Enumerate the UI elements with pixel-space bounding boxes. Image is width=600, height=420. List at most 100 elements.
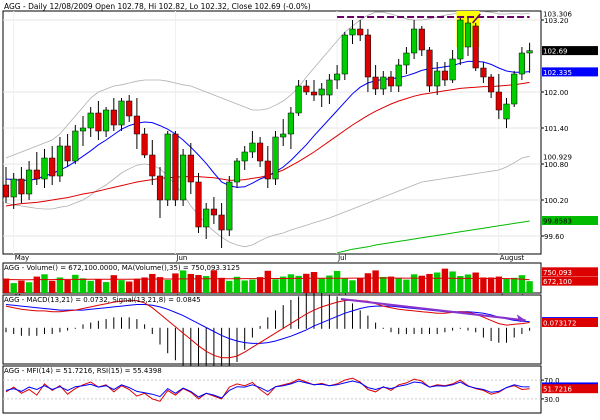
- macd-trend-arrow: [340, 297, 526, 323]
- lower-band-series: [5, 155, 530, 248]
- price-flag-label-bg: [542, 151, 598, 161]
- volume-bar: [187, 273, 194, 293]
- volume-bar: [72, 274, 79, 293]
- volume-bar: [233, 276, 241, 293]
- candle-body: [195, 181, 202, 228]
- candle-body: [364, 34, 371, 78]
- candle-body: [110, 109, 117, 126]
- volume-bar: [49, 280, 56, 293]
- candle-body: [488, 76, 495, 93]
- candle-body: [2, 184, 10, 198]
- candle-body: [372, 76, 379, 90]
- volume-bar: [226, 280, 233, 293]
- volume-bar: [464, 274, 472, 293]
- candle-body: [87, 112, 94, 129]
- volume-panel-title: AGG - Volume() = 672,100.0000, MA(Volume…: [4, 264, 240, 272]
- candle-body: [418, 28, 425, 51]
- trend-arrow-head: [516, 314, 526, 323]
- candle-body: [241, 151, 248, 162]
- volume-bar: [511, 277, 518, 293]
- volume-flag-label: 672,100: [543, 278, 572, 286]
- volume-bar: [357, 278, 364, 293]
- resistance-line: [337, 13, 530, 24]
- candle-body: [164, 133, 171, 201]
- volume-bar: [434, 272, 441, 293]
- volume-bar: [495, 276, 502, 293]
- candle-body: [218, 214, 225, 231]
- candle-body: [118, 100, 125, 126]
- upper-band-series: [5, 11, 530, 159]
- volume-bar: [210, 270, 218, 293]
- candle-body: [26, 169, 33, 195]
- volume-bar: [387, 276, 395, 293]
- candlesticks: [2, 17, 533, 248]
- candle-body: [434, 70, 441, 87]
- candle-body: [472, 25, 479, 69]
- candle-body: [357, 28, 364, 36]
- candle-body: [56, 145, 63, 177]
- volume-bar: [218, 277, 225, 293]
- price-tick-label: 101.40: [544, 125, 569, 133]
- candle-body: [503, 103, 510, 120]
- macd-flag-label-bg: [542, 318, 598, 328]
- volume-bar: [295, 275, 302, 293]
- volume-bar: [280, 276, 287, 293]
- volume-bar: [272, 279, 279, 293]
- candle-body: [172, 133, 179, 201]
- candle-body: [141, 133, 148, 156]
- volume-bar: [503, 279, 510, 293]
- trend-arrow-shaft: [340, 297, 526, 322]
- candle-body: [403, 52, 410, 66]
- candle-body: [303, 85, 310, 93]
- volume-bar: [518, 275, 526, 293]
- candle-body: [349, 28, 356, 36]
- candle-body: [426, 49, 433, 87]
- price-flag-label: 99.8583: [543, 218, 572, 226]
- price-axis-labels: 103.20 102.00 101.40 100.80 100.20 99.60 103.3…: [541, 9, 598, 241]
- candle-body: [457, 19, 464, 60]
- candle-body: [526, 50, 533, 54]
- candle-body: [464, 22, 472, 48]
- candle-body: [272, 136, 279, 180]
- mfi-series: [5, 377, 530, 402]
- volume-bar: [341, 278, 348, 293]
- volume-bar: [418, 275, 425, 293]
- volume-bar: [310, 272, 318, 293]
- macd-series: [5, 299, 530, 359]
- candle-body: [41, 157, 48, 180]
- candle-body: [518, 52, 525, 75]
- oscillator-tick-label: 30.0: [544, 396, 560, 404]
- price-panel: May Jun Jul August 103.20 102.00 101.40 100.80…: [2, 2, 598, 262]
- volume-bar: [318, 278, 325, 293]
- volume-bar: [364, 273, 372, 293]
- volume-bar: [349, 280, 356, 293]
- volume-bar: [141, 277, 148, 293]
- candle-body: [249, 142, 256, 153]
- month-label: Jul: [337, 254, 347, 262]
- volume-bar: [287, 274, 295, 293]
- price-tick-label: 100.20: [544, 197, 569, 205]
- volume-bar: [249, 279, 256, 293]
- candle-body: [318, 88, 325, 96]
- volume-moving-average-line: [6, 277, 530, 281]
- mfi-rsi-panel-title: AGG - MFI(14) = 51.7216, RSI(15) = 55.43…: [4, 367, 162, 375]
- volume-bar: [203, 276, 210, 293]
- volume-bar: [2, 278, 10, 293]
- volume-bar: [441, 268, 449, 293]
- candle-body: [257, 142, 264, 162]
- candle-body: [233, 160, 241, 183]
- volume-bar: [126, 281, 133, 293]
- mfi-rsi-axis-labels: 70.030.055.439851.7216: [541, 377, 598, 404]
- month-label: August: [500, 254, 525, 262]
- candle-body: [210, 208, 217, 216]
- volume-bar: [326, 275, 333, 293]
- price-flag-label-bg: [542, 46, 598, 56]
- price-month-labels: May Jun Jul August: [15, 254, 525, 262]
- candle-body: [64, 145, 71, 162]
- volume-bar: [195, 275, 202, 293]
- volume-bar: [95, 279, 102, 293]
- volume-bar: [149, 273, 156, 293]
- price-panel-title: AGG - Daily 12/08/2009 Open 102.78, Hi 1…: [4, 2, 311, 11]
- candle-body: [49, 157, 56, 177]
